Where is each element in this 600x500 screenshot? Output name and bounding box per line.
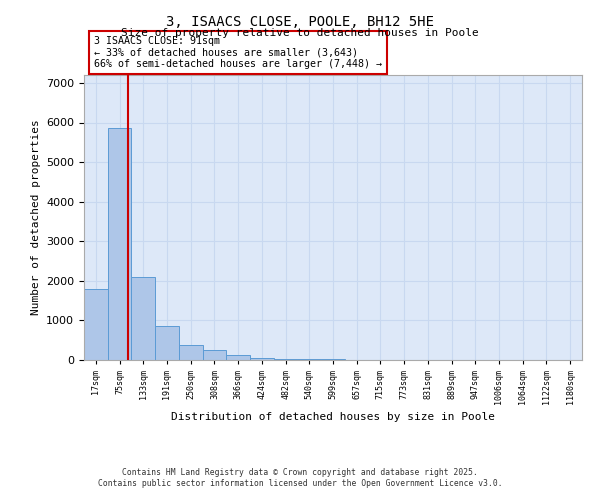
X-axis label: Distribution of detached houses by size in Poole: Distribution of detached houses by size … <box>171 412 495 422</box>
Bar <box>155 326 179 360</box>
Bar <box>108 128 131 360</box>
Bar <box>274 359 298 360</box>
Bar <box>250 358 274 360</box>
Bar <box>226 355 250 360</box>
Bar <box>298 359 321 360</box>
Bar <box>179 346 203 360</box>
Text: Size of property relative to detached houses in Poole: Size of property relative to detached ho… <box>121 28 479 38</box>
Y-axis label: Number of detached properties: Number of detached properties <box>31 120 41 316</box>
Text: 3, ISAACS CLOSE, POOLE, BH12 5HE: 3, ISAACS CLOSE, POOLE, BH12 5HE <box>166 15 434 29</box>
Bar <box>131 277 155 360</box>
Text: 3 ISAACS CLOSE: 91sqm
← 33% of detached houses are smaller (3,643)
66% of semi-d: 3 ISAACS CLOSE: 91sqm ← 33% of detached … <box>94 36 382 70</box>
Bar <box>84 289 108 360</box>
Text: Contains HM Land Registry data © Crown copyright and database right 2025.
Contai: Contains HM Land Registry data © Crown c… <box>98 468 502 487</box>
Bar <box>203 350 226 360</box>
